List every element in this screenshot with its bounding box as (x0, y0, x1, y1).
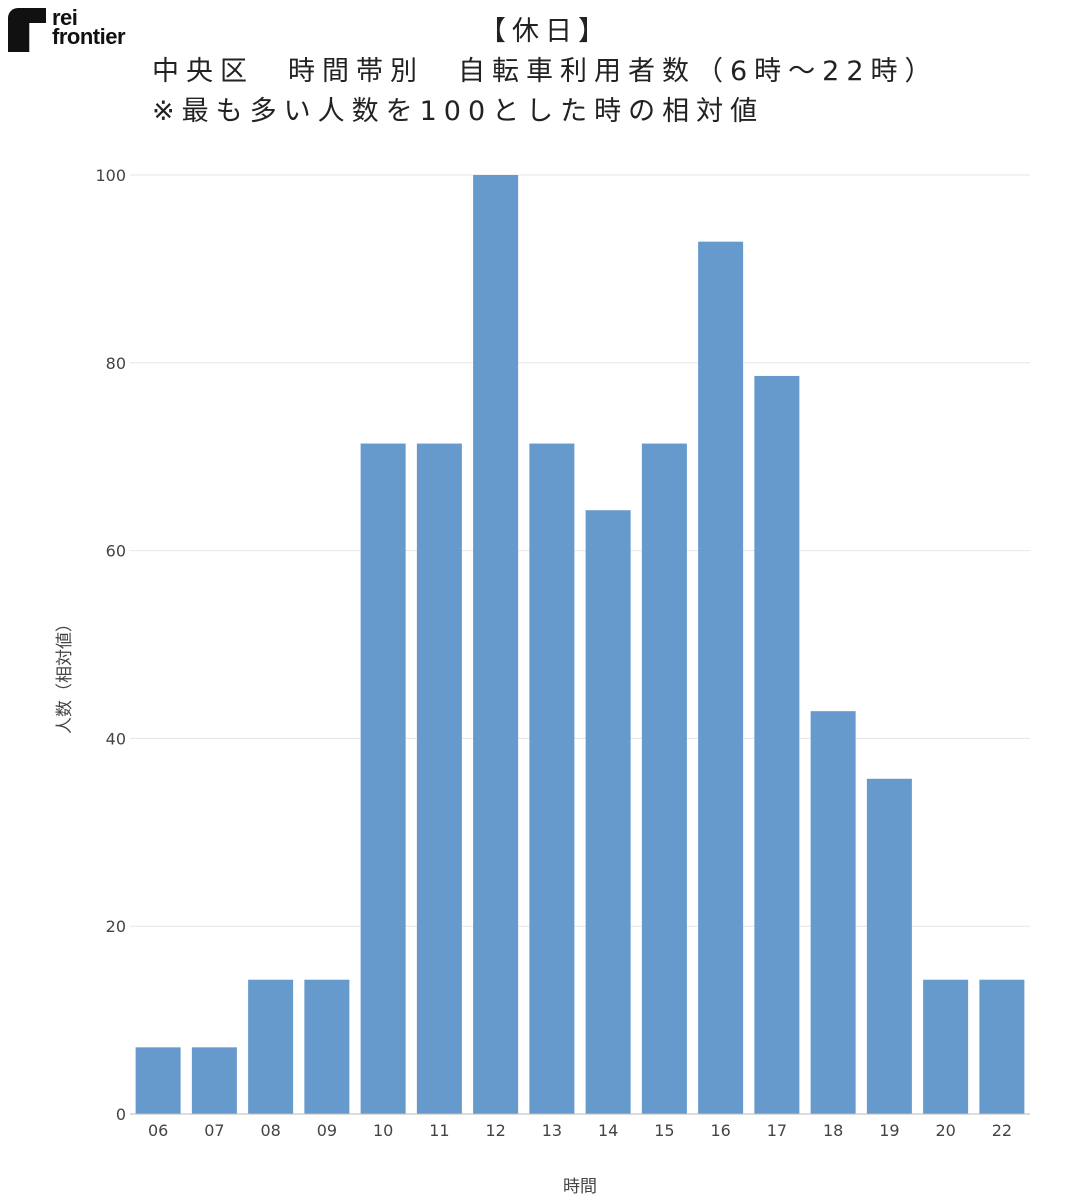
bar-11 (416, 443, 462, 1115)
x-tick-label: 10 (373, 1121, 393, 1140)
bar-16 (698, 241, 744, 1114)
x-tick-label: 16 (710, 1121, 730, 1140)
x-tick-label: 17 (767, 1121, 787, 1140)
bar-06 (135, 1047, 181, 1114)
logo-line-1: rei (52, 5, 78, 30)
x-tick-label: 06 (148, 1121, 168, 1140)
x-tick-label: 20 (935, 1121, 955, 1140)
bar-19 (866, 778, 912, 1114)
bar-10 (360, 443, 406, 1115)
bar-20 (923, 979, 969, 1114)
bar-07 (191, 1047, 237, 1114)
x-tick-label: 09 (317, 1121, 337, 1140)
y-axis-ticks: 0 20 40 60 80 100 (95, 166, 126, 1124)
x-tick-label: 14 (598, 1121, 618, 1140)
logo-line-2: frontier (52, 24, 126, 49)
x-tick-label: 22 (992, 1121, 1012, 1140)
x-tick-label: 08 (260, 1121, 280, 1140)
x-tick-label: 15 (654, 1121, 674, 1140)
x-tick-label: 19 (879, 1121, 899, 1140)
logo-text: rei frontier (52, 5, 126, 49)
x-tick-label: 12 (485, 1121, 505, 1140)
x-tick-label: 18 (823, 1121, 843, 1140)
y-tick-label: 100 (95, 166, 126, 185)
bar-18 (810, 711, 856, 1114)
chart-title: 【休日】 中央区 時間帯別 自転車利用者数（6時〜22時） ※最も多い人数を10… (0, 12, 1080, 132)
y-tick-label: 80 (106, 354, 126, 373)
bar-14 (585, 510, 631, 1114)
title-line-1: 【休日】 (479, 16, 611, 47)
x-axis-label: 時間 (563, 1177, 597, 1197)
bar-08 (248, 979, 294, 1114)
y-tick-label: 40 (106, 729, 126, 748)
x-axis-ticks: 06 07 08 09 10 11 12 13 14 15 16 17 18 19 20 22 (148, 1121, 1012, 1140)
x-tick-label: 07 (204, 1121, 224, 1140)
brand-logo: rei frontier (8, 5, 126, 52)
bar-17 (754, 375, 800, 1114)
title-line-3: ※最も多い人数を100とした時の相対値 (152, 96, 765, 127)
bar-09 (304, 979, 350, 1114)
title-line-2: 中央区 時間帯別 自転車利用者数（6時〜22時） (152, 56, 939, 87)
y-tick-label: 60 (106, 542, 126, 561)
grid-lines (130, 174, 1030, 927)
bar-13 (529, 443, 575, 1115)
y-tick-label: 20 (106, 917, 126, 936)
bar-12 (473, 175, 519, 1114)
y-axis-label: 人数（相対値） (55, 615, 75, 734)
bar-15 (641, 443, 687, 1115)
bar-22 (979, 979, 1025, 1114)
y-tick-label: 0 (116, 1105, 126, 1124)
bars (135, 175, 1025, 1115)
x-tick-label: 13 (542, 1121, 562, 1140)
x-tick-label: 11 (429, 1121, 449, 1140)
